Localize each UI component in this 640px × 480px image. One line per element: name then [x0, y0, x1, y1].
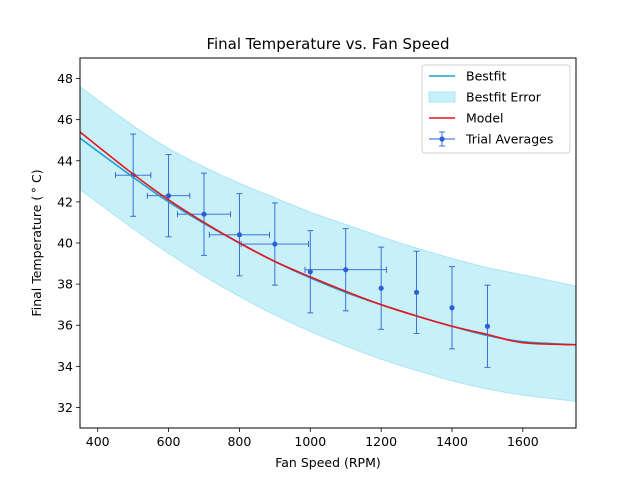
x-axis-label: Fan Speed (RPM): [275, 455, 381, 470]
legend-label: Model: [466, 111, 504, 126]
trial-average-point: [413, 289, 420, 295]
x-tick-label: 600: [157, 434, 181, 449]
bestfit-line: [80, 137, 576, 346]
legend-trial-point: [439, 136, 445, 142]
legend-label: Bestfit: [466, 69, 507, 84]
trial-average-point-group: [146, 154, 191, 238]
trial-average-point-group: [176, 172, 232, 256]
y-tick-label: 40: [57, 236, 73, 251]
legend-trial-swatch: [429, 131, 455, 147]
y-axis-label: Final Temperature ( ° C): [29, 169, 44, 316]
x-axis-ticks: 400 600 800 1000 1200 1400 1600: [86, 428, 539, 449]
trial-average-point: [307, 269, 313, 275]
trial-average-point-group: [413, 250, 420, 334]
x-tick-label: 800: [227, 434, 251, 449]
x-tick-label: 1000: [294, 434, 326, 449]
trial-average-point-group: [449, 266, 455, 350]
lines-layer: [80, 131, 576, 346]
trial-average-point-group: [208, 193, 270, 277]
trial-average-point: [236, 232, 243, 238]
y-tick-label: 42: [57, 194, 73, 209]
trial-average-point: [272, 241, 278, 247]
x-tick-label: 400: [86, 434, 110, 449]
y-axis-ticks: 32 34 36 38 40 42 44 46 48: [57, 71, 80, 415]
y-tick-label: 46: [57, 112, 73, 127]
model-line: [80, 131, 576, 346]
legend-error-swatch: [428, 91, 456, 103]
legend-label: Bestfit Error: [466, 90, 542, 105]
trial-average-point: [378, 285, 384, 291]
trial-average-point: [343, 267, 349, 273]
y-tick-label: 38: [57, 277, 73, 292]
x-tick-label: 1200: [365, 434, 397, 449]
legend: Bestfit Bestfit Error Model Trial Averages: [421, 64, 571, 154]
trial-average-point-group: [240, 202, 309, 286]
y-tick-label: 36: [57, 318, 73, 333]
trial-average-point: [449, 305, 455, 311]
trial-average-point: [165, 193, 172, 199]
y-tick-label: 48: [57, 71, 73, 86]
y-tick-label: 34: [57, 359, 73, 374]
y-tick-label: 32: [57, 400, 73, 415]
trial-average-point-group: [307, 230, 314, 314]
y-tick-label: 44: [57, 153, 73, 168]
legend-box: [421, 64, 571, 154]
x-tick-label: 1600: [507, 434, 539, 449]
chart-title: Final Temperature vs. Fan Speed: [206, 35, 449, 53]
trial-average-point: [484, 323, 491, 329]
x-tick-label: 1400: [436, 434, 468, 449]
trial-average-point-group: [304, 228, 387, 312]
trial-average-point-group: [114, 133, 152, 217]
trial-average-point-group: [378, 246, 385, 330]
trial-average-point-group: [484, 284, 491, 368]
trial-average-point: [201, 211, 207, 217]
legend-label: Trial Averages: [465, 132, 553, 147]
trial-averages-layer: [114, 133, 491, 368]
